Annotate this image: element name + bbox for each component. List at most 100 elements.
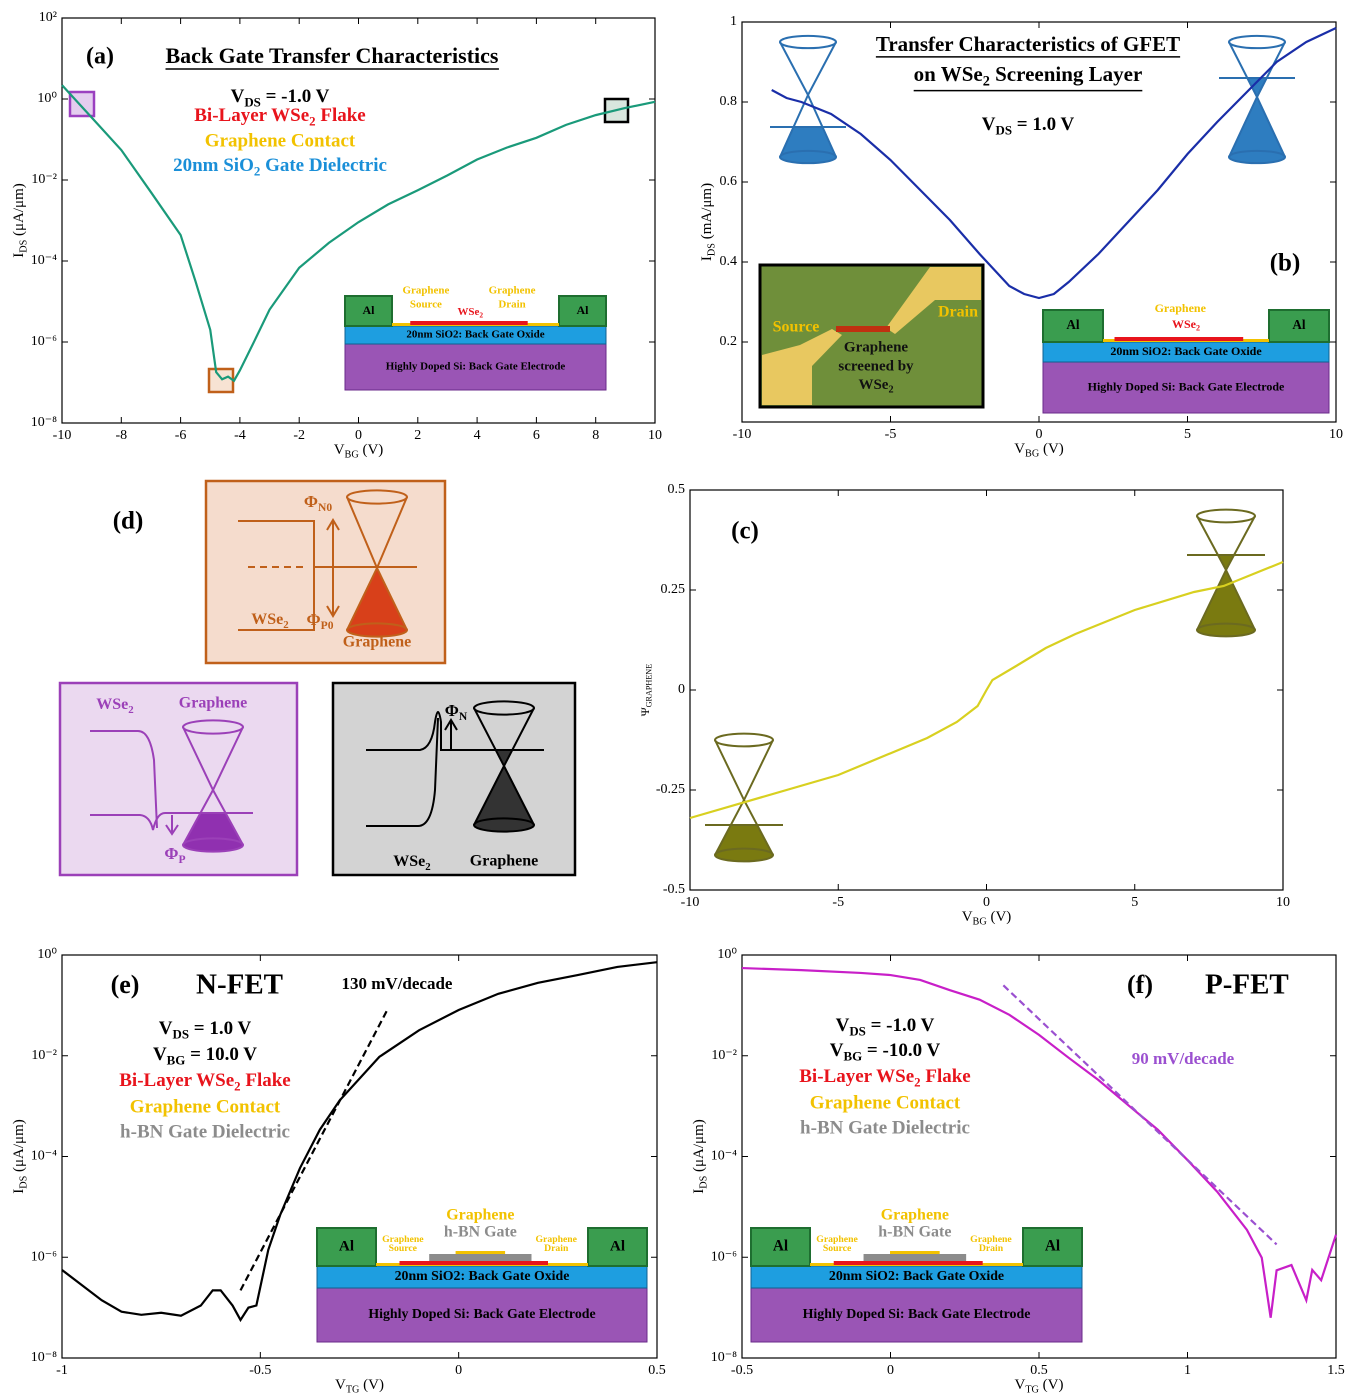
source-label: Source — [410, 299, 442, 311]
figure: -10-8-6-4-2024681010²10⁰10⁻²10⁻⁴10⁻⁶10⁻⁸… — [0, 0, 1358, 1399]
x-tick-label: 1 — [1184, 1363, 1191, 1378]
x-tick-label: 10 — [1276, 895, 1290, 910]
annotation: h-BN Gate Dielectric — [800, 1117, 970, 1138]
text-part: WSe — [457, 306, 479, 318]
x-tick-label: 0 — [887, 1363, 894, 1378]
subscript: 2 — [1196, 323, 1200, 332]
x-tick-label: 8 — [592, 428, 599, 443]
x-tick-label: 0 — [983, 895, 990, 910]
y-tick-label: 10⁻⁴ — [711, 1149, 737, 1164]
substrate-label: Highly Doped Si: Back Gate Electrode — [368, 1306, 595, 1321]
annotation: Bi-Layer WSe2 Flake — [799, 1066, 970, 1089]
subscript: DS — [173, 1027, 190, 1042]
y-tick-label: 10⁰ — [37, 91, 57, 106]
metal-label: Al — [362, 303, 375, 317]
text-part: V — [830, 1040, 844, 1061]
text-part: = -1.0 V — [261, 86, 330, 107]
chart-subtitle: on WSe2 Screening Layer — [914, 62, 1143, 90]
metal-label: Al — [1045, 1238, 1060, 1255]
subscript: BG — [844, 1049, 863, 1064]
y-tick-label: 10⁻² — [711, 1048, 737, 1063]
guide-label: 130 mV/decade — [342, 974, 453, 993]
text-part: V — [982, 114, 996, 135]
subscript: P0 — [321, 619, 334, 632]
subscript: TG — [346, 1385, 360, 1396]
highlight-box — [70, 92, 94, 116]
text-part: Φ — [304, 492, 318, 511]
y-tick-label: 10⁰ — [37, 947, 57, 962]
text-part: V — [836, 1015, 850, 1036]
gate-label: h-BN Gate — [444, 1224, 517, 1241]
highlight-box — [209, 369, 233, 392]
y-tick-label: 10⁻⁶ — [31, 1249, 57, 1264]
metal-label: Al — [1292, 317, 1306, 332]
subscript: 2 — [479, 310, 483, 319]
source-label: Source — [389, 1243, 418, 1254]
x-tick-label: -5 — [832, 895, 844, 910]
y-tick-label: 10⁻⁸ — [31, 1350, 57, 1365]
y-tick-label: -0.25 — [656, 782, 685, 797]
substrate-label: Highly Doped Si: Back Gate Electrode — [1088, 379, 1285, 393]
metal-label: Al — [339, 1238, 354, 1255]
text-part: Flake — [241, 1070, 291, 1091]
text-part: on WSe — [914, 62, 983, 86]
text-part: (V) — [1039, 441, 1064, 457]
x-axis-label: VBG (V) — [334, 442, 384, 460]
text-part: Φ — [445, 701, 459, 720]
text-part: (mA/μm) — [699, 183, 715, 243]
drain-label: Drain — [498, 299, 525, 311]
x-tick-label: 6 — [533, 428, 540, 443]
wse2-label: WSe2 — [1172, 317, 1200, 333]
text-part: V — [334, 442, 345, 458]
panel-label: (d) — [113, 508, 144, 535]
gate-layer — [890, 1251, 940, 1254]
diagram-label: Graphene — [179, 695, 247, 712]
x-tick-label: -10 — [681, 895, 700, 910]
diagram-label: Graphene — [470, 853, 538, 870]
subscript: 2 — [283, 618, 288, 630]
y-tick-label: 0.2 — [720, 334, 738, 349]
gate-label: h-BN Gate — [878, 1224, 951, 1241]
text-part: (μA/μm) — [691, 1119, 707, 1176]
oxide-label: 20nm SiO2: Back Gate Oxide — [1110, 344, 1262, 358]
subscript: BG — [345, 450, 360, 461]
gate-label: Graphene — [446, 1207, 514, 1224]
x-tick-label: -6 — [175, 428, 187, 443]
metal-label: Al — [773, 1238, 788, 1255]
y-tick-label: -0.5 — [663, 882, 685, 897]
gate-label: Graphene — [881, 1207, 949, 1224]
subscript: P — [179, 853, 186, 866]
subscript: TG — [1025, 1385, 1039, 1396]
chart-title: P-FET — [1205, 969, 1289, 1001]
metal-label: Al — [610, 1238, 625, 1255]
text-part: WSe — [1172, 317, 1197, 331]
graphene-label: Graphene — [1155, 301, 1207, 315]
gate-layer — [456, 1251, 506, 1254]
photo-caption: Graphene — [844, 339, 909, 355]
drain-label: Drain — [979, 1243, 1004, 1254]
annotation: Graphene Contact — [205, 130, 356, 151]
metal-label: Al — [1066, 317, 1080, 332]
x-tick-label: 0 — [355, 428, 362, 443]
subscript: DS — [849, 1024, 866, 1039]
y-tick-label: 10⁻⁴ — [31, 1149, 57, 1164]
x-tick-label: 1.5 — [1327, 1363, 1345, 1378]
diagram-label: WSe2 — [393, 853, 430, 873]
x-tick-label: -0.5 — [249, 1363, 271, 1378]
wse2-layer — [1115, 337, 1244, 341]
chart-title: Back Gate Transfer Characteristics — [166, 43, 499, 68]
x-tick-label: 10 — [648, 428, 662, 443]
text-part: Screening Layer — [990, 62, 1142, 86]
x-tick-label: 0.5 — [648, 1363, 666, 1378]
source-label: Graphene — [402, 285, 449, 297]
subscript: DS — [707, 243, 718, 256]
y-tick-label: 10⁰ — [717, 947, 737, 962]
text-part: V — [335, 1377, 346, 1393]
y-tick-label: 0.6 — [720, 174, 738, 189]
photo-label: Source — [773, 319, 820, 336]
subscript: N0 — [318, 501, 332, 514]
y-tick-label: 0.8 — [720, 94, 738, 109]
text-part: V — [231, 86, 245, 107]
oxide-label: 20nm SiO2: Back Gate Oxide — [395, 1268, 570, 1283]
text-part: = -10.0 V — [862, 1040, 940, 1061]
